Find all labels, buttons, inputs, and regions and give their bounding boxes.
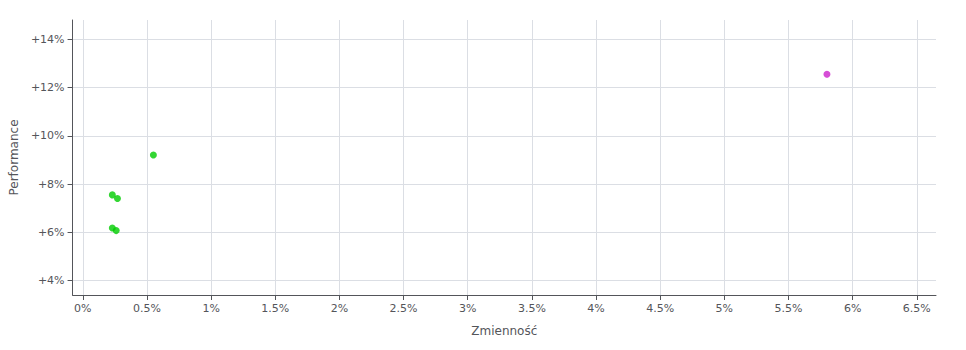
svg-text:+8%: +8% <box>38 178 65 191</box>
svg-text:2.5%: 2.5% <box>390 302 418 315</box>
svg-text:Zmienność: Zmienność <box>471 324 537 338</box>
svg-text:3.5%: 3.5% <box>518 302 546 315</box>
svg-text:+4%: +4% <box>38 274 65 287</box>
svg-text:2%: 2% <box>331 302 348 315</box>
svg-text:5%: 5% <box>716 302 733 315</box>
svg-text:5.5%: 5.5% <box>774 302 802 315</box>
svg-text:4%: 4% <box>587 302 604 315</box>
svg-text:+6%: +6% <box>38 226 65 239</box>
svg-text:3%: 3% <box>459 302 476 315</box>
svg-text:Performance: Performance <box>7 119 21 195</box>
svg-text:+12%: +12% <box>31 81 65 94</box>
svg-text:1%: 1% <box>202 302 219 315</box>
svg-text:+14%: +14% <box>31 33 65 46</box>
svg-text:1.5%: 1.5% <box>261 302 289 315</box>
svg-text:6.5%: 6.5% <box>903 302 931 315</box>
svg-text:6%: 6% <box>844 302 861 315</box>
svg-text:0%: 0% <box>74 302 91 315</box>
svg-text:0.5%: 0.5% <box>133 302 161 315</box>
svg-text:+10%: +10% <box>31 129 65 142</box>
svg-text:4.5%: 4.5% <box>646 302 674 315</box>
